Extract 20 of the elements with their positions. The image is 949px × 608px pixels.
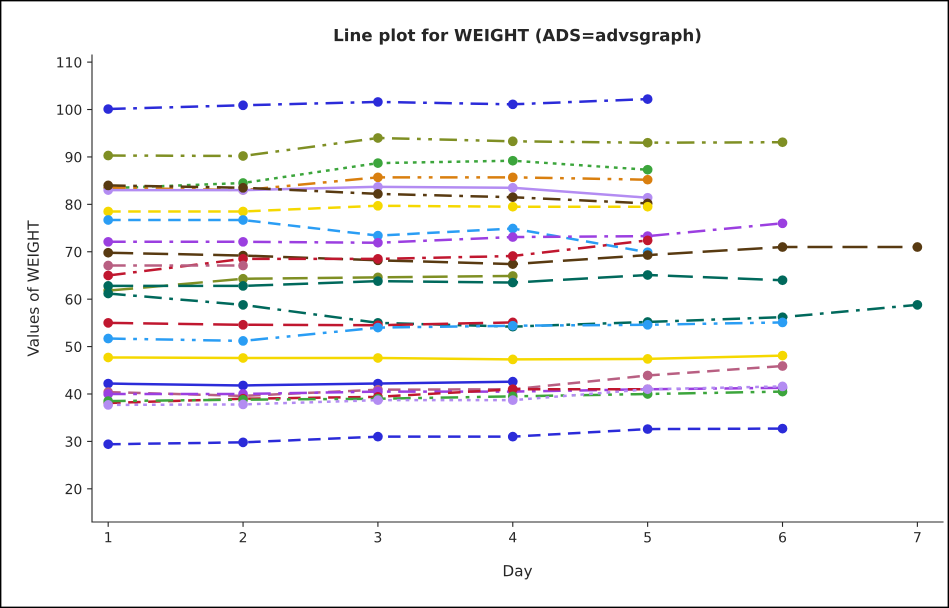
y-tick-label: 50 (66, 342, 82, 352)
x-tick-label: 5 (644, 532, 651, 542)
y-tick-label: 30 (66, 436, 82, 447)
y-tick-label: 40 (65, 388, 82, 400)
y-tick-label: 90 (65, 152, 82, 162)
y-axis-title: Values of WEIGHT (27, 220, 39, 357)
y-tick-label: 60 (66, 294, 82, 305)
y-tick-label: 70 (66, 246, 82, 258)
y-tick-label: 110 (57, 57, 82, 68)
x-tick-label: 6 (779, 532, 786, 542)
x-tick-label: 1 (105, 532, 112, 542)
x-axis-title: Day (504, 565, 532, 580)
chart-title: Line plot for WEIGHT (ADS=advsgraph) (334, 28, 700, 45)
x-tick-label: 2 (240, 532, 246, 542)
x-tick-label: 3 (374, 532, 382, 542)
x-tick-label: 4 (509, 532, 516, 542)
x-tick-label: 7 (914, 532, 921, 542)
y-tick-label: 20 (66, 484, 82, 494)
y-tick-label: 100 (57, 104, 82, 115)
y-tick-label: 80 (66, 199, 82, 210)
